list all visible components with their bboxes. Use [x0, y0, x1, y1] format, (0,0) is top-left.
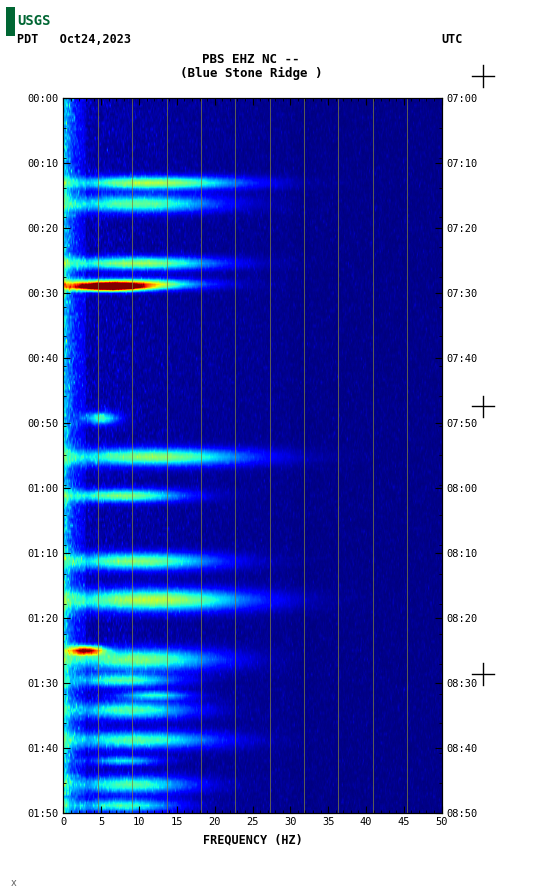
Text: x: x	[11, 878, 17, 888]
Bar	[6, 7, 15, 36]
Text: PDT   Oct24,2023: PDT Oct24,2023	[17, 33, 131, 46]
Text: USGS: USGS	[17, 14, 51, 29]
Text: UTC: UTC	[442, 33, 463, 46]
Text: (Blue Stone Ridge ): (Blue Stone Ridge )	[180, 67, 322, 79]
Text: PBS EHZ NC --: PBS EHZ NC --	[203, 54, 300, 66]
X-axis label: FREQUENCY (HZ): FREQUENCY (HZ)	[203, 833, 302, 846]
